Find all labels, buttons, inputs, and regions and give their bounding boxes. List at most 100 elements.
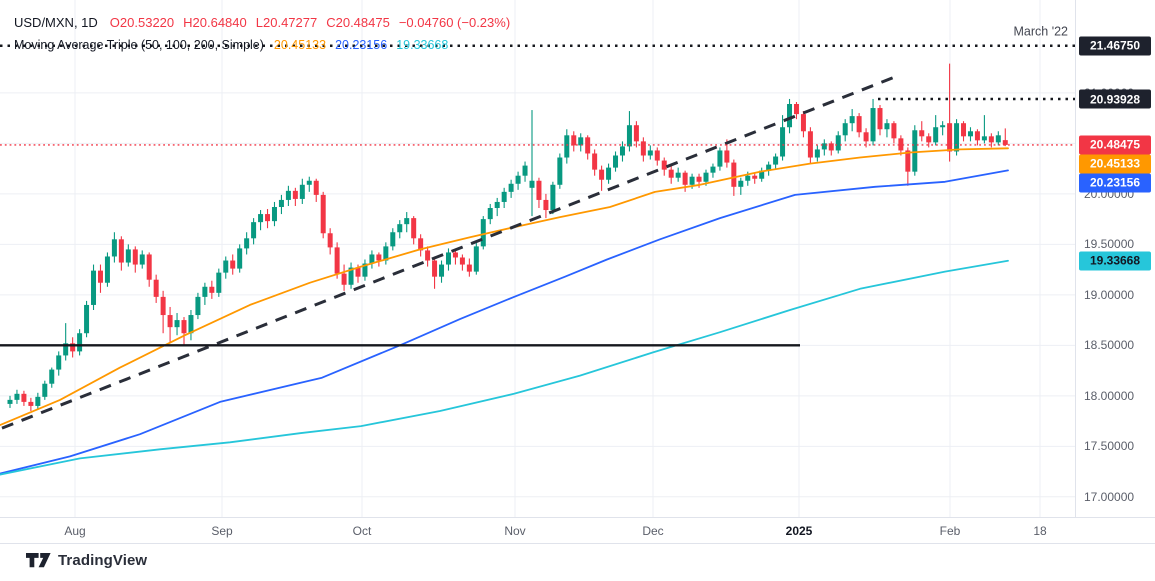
open-value: O20.53220 [109, 14, 175, 30]
candle-body [285, 190, 291, 200]
candle-body [56, 355, 62, 370]
candle-body [7, 399, 13, 404]
candle-body [49, 369, 55, 384]
candle-body [689, 176, 695, 185]
candle-body [759, 170, 765, 179]
candle-body [320, 194, 326, 234]
candle-body [397, 224, 403, 233]
price-tick-label: 18.00000 [1084, 388, 1135, 403]
ma50-value: 20.45133 [273, 38, 327, 52]
candle-body [891, 123, 897, 139]
time-tick-label-dec: Dec [642, 524, 664, 538]
candle-body [884, 123, 890, 130]
time-axis[interactable]: Aug Sep Oct Nov Dec 2025 Feb 18 [0, 517, 1155, 544]
candle-body [821, 143, 827, 150]
candle-body [466, 264, 472, 272]
candle-body [1002, 140, 1008, 145]
high-value: H20.64840 [183, 14, 247, 30]
chart-legend: USD/MXN, 1D O20.53220 H20.64840 L20.4727… [14, 12, 510, 55]
candle-body [278, 199, 284, 208]
level-badge-recent-high: 20.93928 [1079, 89, 1151, 109]
candle-body [341, 273, 347, 285]
indicator-title[interactable]: Moving Average Triple (50, 100, 200, Sim… [14, 38, 264, 52]
candle-body [661, 160, 667, 170]
time-tick-label-nov: Nov [504, 524, 526, 538]
candle-body [606, 167, 612, 180]
candle-body [244, 238, 250, 249]
candle-body [292, 190, 298, 199]
candle-body [828, 143, 834, 151]
candle-body [550, 184, 556, 211]
candle-body [793, 104, 799, 115]
candle-body [613, 155, 619, 168]
candle-body [647, 150, 653, 156]
price-tick-label: 19.00000 [1084, 287, 1135, 302]
price-tick-label: 17.50000 [1084, 439, 1135, 454]
candle-body [988, 136, 994, 143]
candle-body [104, 256, 110, 283]
candle-body [675, 172, 681, 178]
price-tick-label: 18.50000 [1084, 338, 1135, 353]
candle-body [543, 199, 549, 211]
candle-body [411, 218, 417, 239]
candle-body [898, 138, 904, 151]
candle-body [21, 393, 27, 402]
march-22-label: March '22 [1014, 24, 1069, 38]
ma200-line[interactable] [0, 259, 1009, 476]
candle-body [125, 249, 131, 263]
candle-body [626, 125, 632, 147]
candle-body [564, 135, 570, 158]
candle-body [376, 254, 382, 261]
candle-body [515, 175, 521, 184]
candle-body [508, 183, 514, 192]
candle-body [571, 135, 577, 146]
candle-body [390, 232, 396, 247]
symbol-title[interactable]: USD/MXN, 1D [14, 14, 98, 30]
candle-body [369, 254, 375, 264]
candle-body [842, 123, 848, 136]
tradingview-logo[interactable]: TradingView [26, 552, 147, 569]
price-axis[interactable]: 21.0000020.0000019.5000019.0000018.50000… [1075, 0, 1155, 517]
candle-body [717, 150, 723, 167]
candle-body [209, 286, 215, 293]
candle-body [877, 108, 883, 130]
candle-body [633, 125, 639, 142]
candle-body [835, 135, 841, 151]
price-chart-canvas[interactable]: March '22 [0, 0, 1075, 517]
candle-body [84, 304, 90, 334]
candle-body [592, 153, 598, 170]
candle-body [63, 343, 69, 356]
candle-body [230, 260, 236, 269]
candle-body [981, 136, 987, 141]
candle-body [306, 180, 312, 185]
candle-body [383, 246, 389, 261]
candle-body [654, 150, 660, 161]
candle-body [933, 127, 939, 143]
candle-body [432, 260, 438, 277]
candle-body [800, 114, 806, 132]
candle-body [731, 162, 737, 187]
tradingview-logo-icon [26, 553, 51, 568]
time-tick-label-2025: 2025 [785, 524, 813, 538]
candle-body [313, 180, 319, 195]
candle-body [181, 320, 187, 334]
ma50-line[interactable] [0, 147, 1009, 426]
close-value: C20.48475 [326, 14, 390, 30]
candle-body [160, 296, 166, 316]
candle-body [118, 239, 124, 263]
candle-body [271, 207, 277, 222]
time-tick-label-18: 18 [1033, 524, 1047, 538]
time-tick-label-sep: Sep [211, 524, 233, 538]
candle-body [703, 172, 709, 182]
trendline-dashed[interactable] [1, 74, 899, 430]
candle-body [926, 136, 932, 143]
candle-body [167, 315, 173, 328]
candle-body [773, 156, 779, 165]
candle-body [578, 137, 584, 146]
ma200-value: 19.33668 [396, 38, 449, 52]
candle-body [334, 247, 340, 274]
candle-body [251, 222, 257, 239]
ma100-line[interactable] [0, 169, 1009, 475]
candle-body [557, 157, 563, 185]
candle-body [682, 172, 688, 185]
